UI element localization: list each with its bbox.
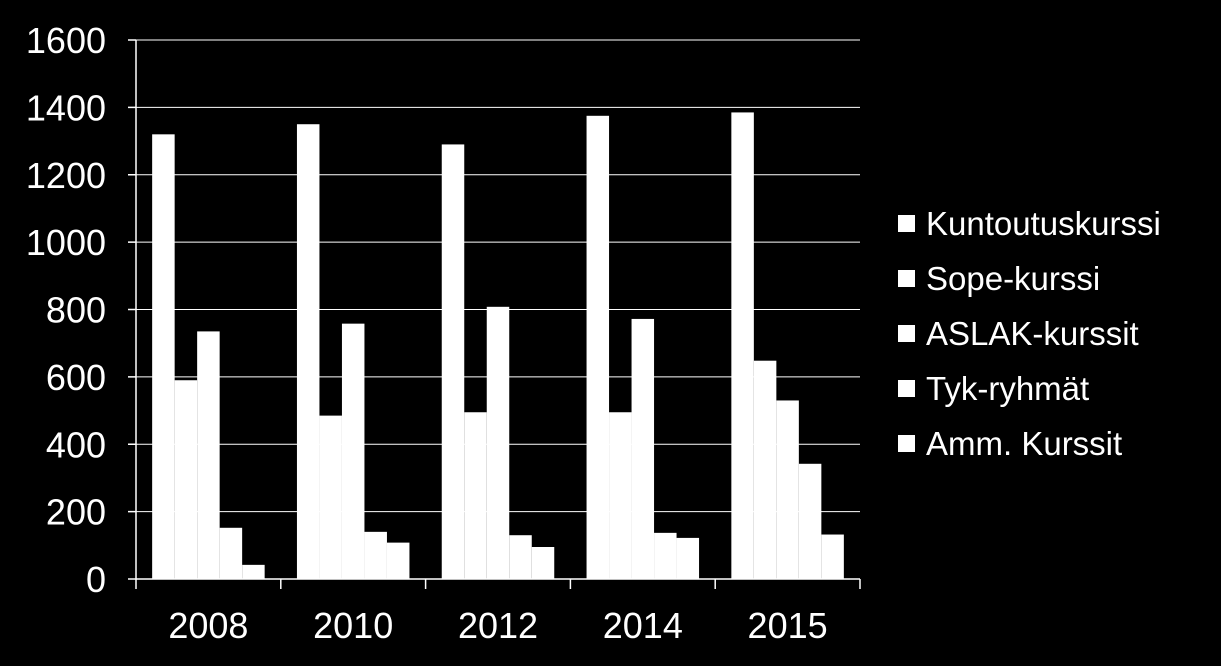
bar-aslak-kurssit-2008 <box>197 331 220 579</box>
bar-amm-kurssit-2008 <box>242 564 265 579</box>
y-tick-label: 800 <box>46 290 106 331</box>
y-tick-label: 400 <box>46 424 106 465</box>
legend-label: Tyk-ryhmät <box>926 370 1089 407</box>
bar-aslak-kurssit-2010 <box>341 323 365 579</box>
y-tick-label: 1200 <box>26 155 106 196</box>
x-category-label: 2010 <box>313 605 393 646</box>
y-axis-ticks: 0 200 400 600 800 1000 1200 1400 1600 <box>26 20 106 600</box>
bar-amm-kurssit-2012 <box>531 547 555 579</box>
y-tick-label: 600 <box>46 357 106 398</box>
bar-tyk-ryhm-t-2008 <box>219 527 243 579</box>
legend-label: Amm. Kurssit <box>926 425 1122 462</box>
y-tick-label: 1600 <box>26 20 106 61</box>
legend-label: Kuntoutuskurssi <box>926 205 1161 242</box>
bar-amm-kurssit-2014 <box>676 537 700 579</box>
bar-amm-kurssit-2015 <box>821 534 844 579</box>
legend-label: Sope-kurssi <box>926 260 1100 297</box>
y-tick-label: 200 <box>46 492 106 533</box>
bar-amm-kurssit-2010 <box>386 542 410 579</box>
x-axis-categories: 2008 2010 2012 2014 2015 <box>168 605 827 646</box>
bar-sope-kurssi-2008 <box>174 380 198 579</box>
axes <box>128 39 861 589</box>
legend-swatch <box>898 380 915 397</box>
x-category-label: 2012 <box>458 605 538 646</box>
y-tick-label: 1400 <box>26 87 106 128</box>
bar-aslak-kurssit-2014 <box>631 318 655 579</box>
bar-tyk-ryhm-t-2012 <box>509 535 532 579</box>
bars <box>152 112 844 580</box>
y-tick-label: 1000 <box>26 222 106 263</box>
x-category-label: 2014 <box>603 605 683 646</box>
x-category-label: 2008 <box>168 605 248 646</box>
legend-swatch <box>898 215 915 232</box>
bar-tyk-ryhm-t-2010 <box>364 531 387 579</box>
bar-sope-kurssi-2014 <box>609 412 632 579</box>
bar-sope-kurssi-2012 <box>464 412 487 579</box>
bar-kuntoutuskurssi-2015 <box>731 112 754 580</box>
legend: Kuntoutuskurssi Sope-kurssi ASLAK-kurssi… <box>898 205 1161 462</box>
bar-aslak-kurssit-2015 <box>776 400 799 579</box>
y-tick-label: 0 <box>86 559 106 600</box>
bar-tyk-ryhm-t-2014 <box>654 532 677 579</box>
bar-sope-kurssi-2015 <box>753 360 777 579</box>
bar-tyk-ryhm-t-2015 <box>798 463 822 579</box>
bar-kuntoutuskurssi-2008 <box>152 134 175 579</box>
legend-swatch <box>898 270 915 287</box>
bar-kuntoutuskurssi-2010 <box>296 124 320 579</box>
x-category-label: 2015 <box>748 605 828 646</box>
bar-aslak-kurssit-2012 <box>486 306 510 579</box>
legend-swatch <box>898 435 915 452</box>
bar-sope-kurssi-2010 <box>319 415 342 579</box>
bar-kuntoutuskurssi-2012 <box>441 144 465 579</box>
legend-swatch <box>898 325 915 342</box>
legend-label: ASLAK-kurssit <box>926 315 1139 352</box>
bar-kuntoutuskurssi-2014 <box>586 115 610 580</box>
